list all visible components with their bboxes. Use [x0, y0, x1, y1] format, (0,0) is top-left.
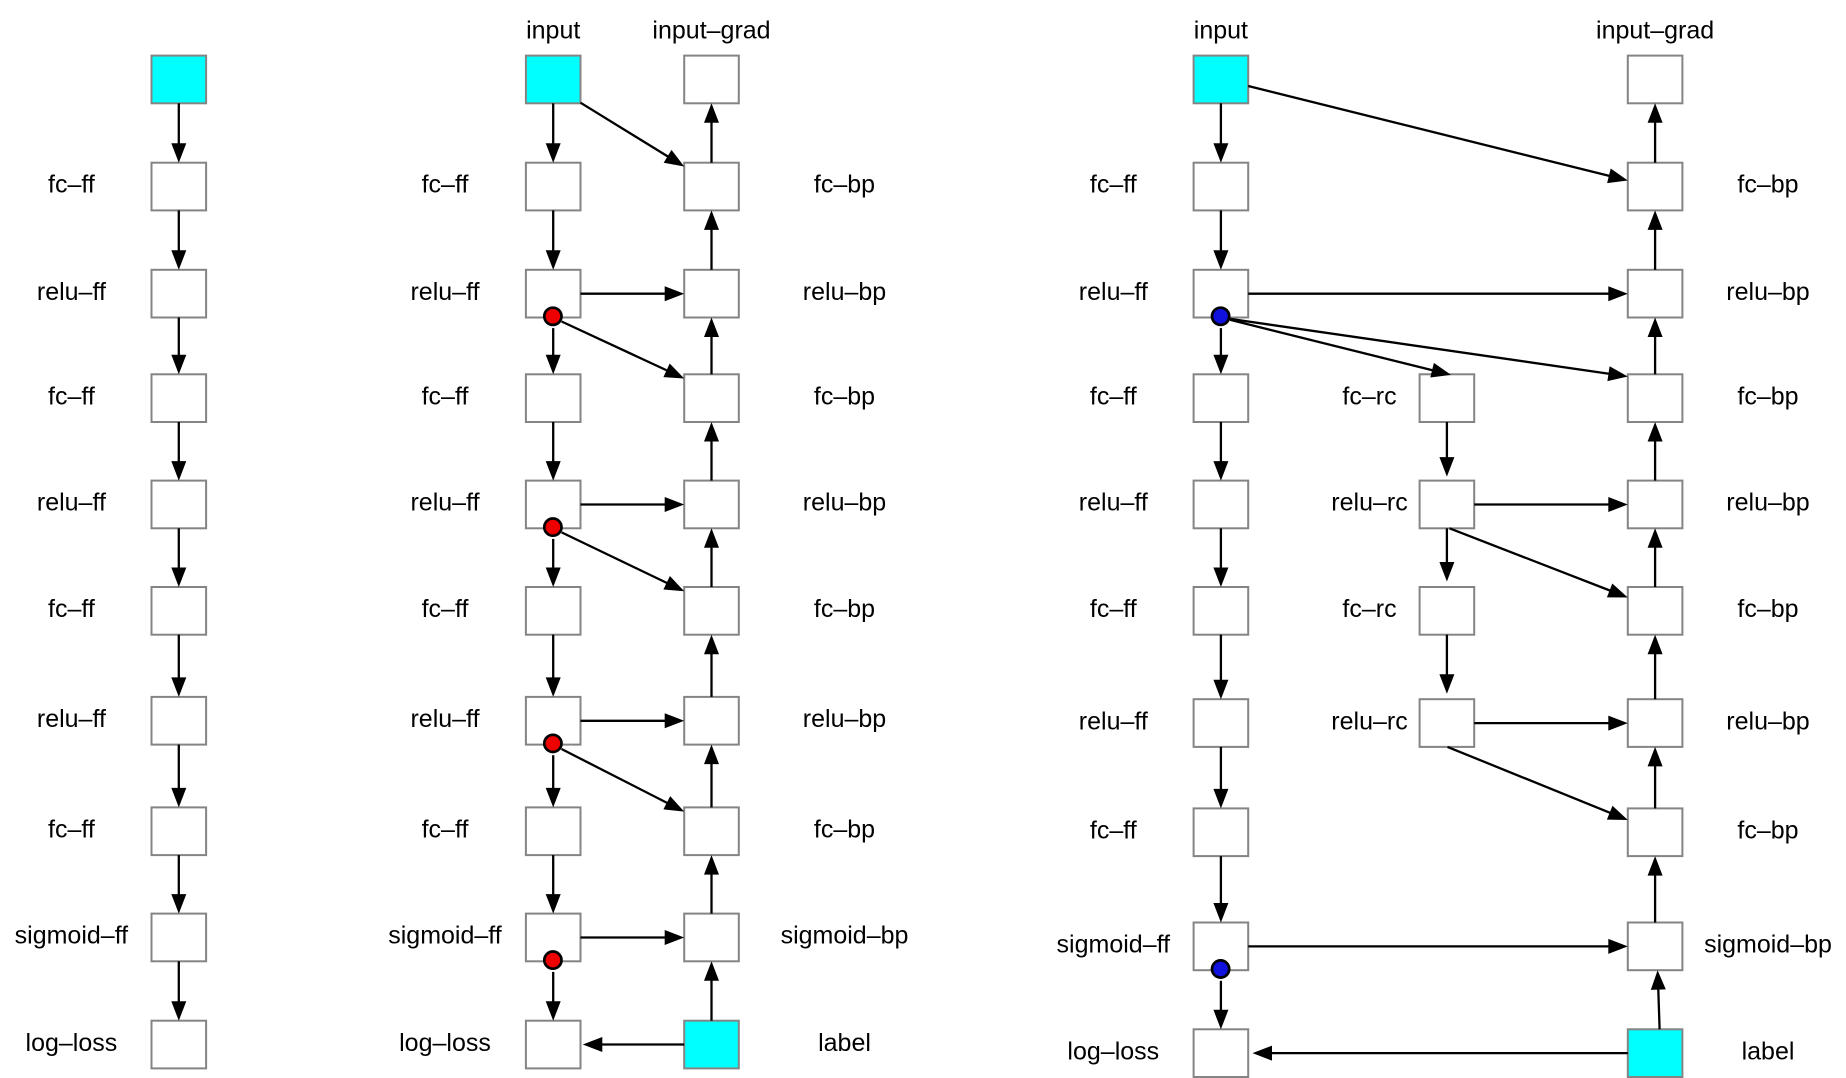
svg-text:relu–ff: relu–ff [1079, 489, 1148, 517]
svg-text:relu–ff: relu–ff [37, 705, 106, 733]
svg-text:sigmoid–ff: sigmoid–ff [388, 922, 502, 950]
svg-text:fc–ff: fc–ff [422, 171, 469, 199]
svg-text:relu–rc: relu–rc [1331, 489, 1407, 517]
svg-text:sigmoid–bp: sigmoid–bp [1704, 931, 1832, 959]
svg-text:relu–ff: relu–ff [1079, 707, 1148, 735]
svg-text:relu–bp: relu–bp [1726, 278, 1809, 306]
svg-text:fc–ff: fc–ff [48, 382, 95, 410]
svg-text:fc–ff: fc–ff [422, 595, 469, 623]
svg-text:fc–ff: fc–ff [1090, 817, 1137, 845]
svg-text:log–loss: log–loss [26, 1029, 118, 1057]
svg-text:sigmoid–bp: sigmoid–bp [781, 922, 909, 950]
svg-text:relu–rc: relu–rc [1331, 707, 1407, 735]
svg-text:relu–ff: relu–ff [410, 705, 479, 733]
svg-text:relu–bp: relu–bp [1726, 489, 1809, 517]
svg-text:fc–bp: fc–bp [1737, 171, 1798, 199]
svg-text:input–grad: input–grad [652, 17, 770, 45]
svg-text:label: label [1742, 1037, 1795, 1065]
svg-text:fc–bp: fc–bp [814, 816, 875, 844]
svg-text:relu–ff: relu–ff [410, 489, 479, 517]
svg-text:relu–bp: relu–bp [1726, 707, 1809, 735]
svg-text:fc–bp: fc–bp [814, 171, 875, 199]
svg-text:relu–bp: relu–bp [803, 705, 886, 733]
svg-text:fc–ff: fc–ff [1090, 171, 1137, 199]
svg-text:log–loss: log–loss [399, 1029, 491, 1057]
svg-text:log–loss: log–loss [1067, 1037, 1159, 1065]
svg-text:fc–ff: fc–ff [48, 816, 95, 844]
svg-text:fc–bp: fc–bp [1737, 382, 1798, 410]
svg-text:fc–ff: fc–ff [1090, 595, 1137, 623]
svg-text:fc–rc: fc–rc [1342, 595, 1396, 623]
svg-text:input: input [1194, 17, 1248, 45]
svg-text:fc–bp: fc–bp [1737, 595, 1798, 623]
svg-text:relu–ff: relu–ff [410, 278, 479, 306]
svg-text:label: label [818, 1029, 871, 1057]
svg-text:fc–ff: fc–ff [1090, 382, 1137, 410]
svg-text:sigmoid–ff: sigmoid–ff [1057, 931, 1171, 959]
svg-text:fc–rc: fc–rc [1342, 382, 1396, 410]
svg-text:fc–bp: fc–bp [814, 382, 875, 410]
svg-text:fc–bp: fc–bp [814, 595, 875, 623]
svg-text:relu–ff: relu–ff [37, 489, 106, 517]
svg-text:relu–ff: relu–ff [1079, 278, 1148, 306]
svg-text:input: input [526, 17, 580, 45]
svg-text:fc–ff: fc–ff [48, 595, 95, 623]
svg-text:relu–ff: relu–ff [37, 278, 106, 306]
svg-text:fc–ff: fc–ff [422, 816, 469, 844]
svg-text:fc–bp: fc–bp [1737, 817, 1798, 845]
svg-text:fc–ff: fc–ff [422, 382, 469, 410]
svg-text:input–grad: input–grad [1596, 17, 1714, 45]
svg-text:relu–bp: relu–bp [803, 489, 886, 517]
svg-text:fc–ff: fc–ff [48, 171, 95, 199]
svg-text:relu–bp: relu–bp [803, 278, 886, 306]
svg-text:sigmoid–ff: sigmoid–ff [15, 922, 129, 950]
